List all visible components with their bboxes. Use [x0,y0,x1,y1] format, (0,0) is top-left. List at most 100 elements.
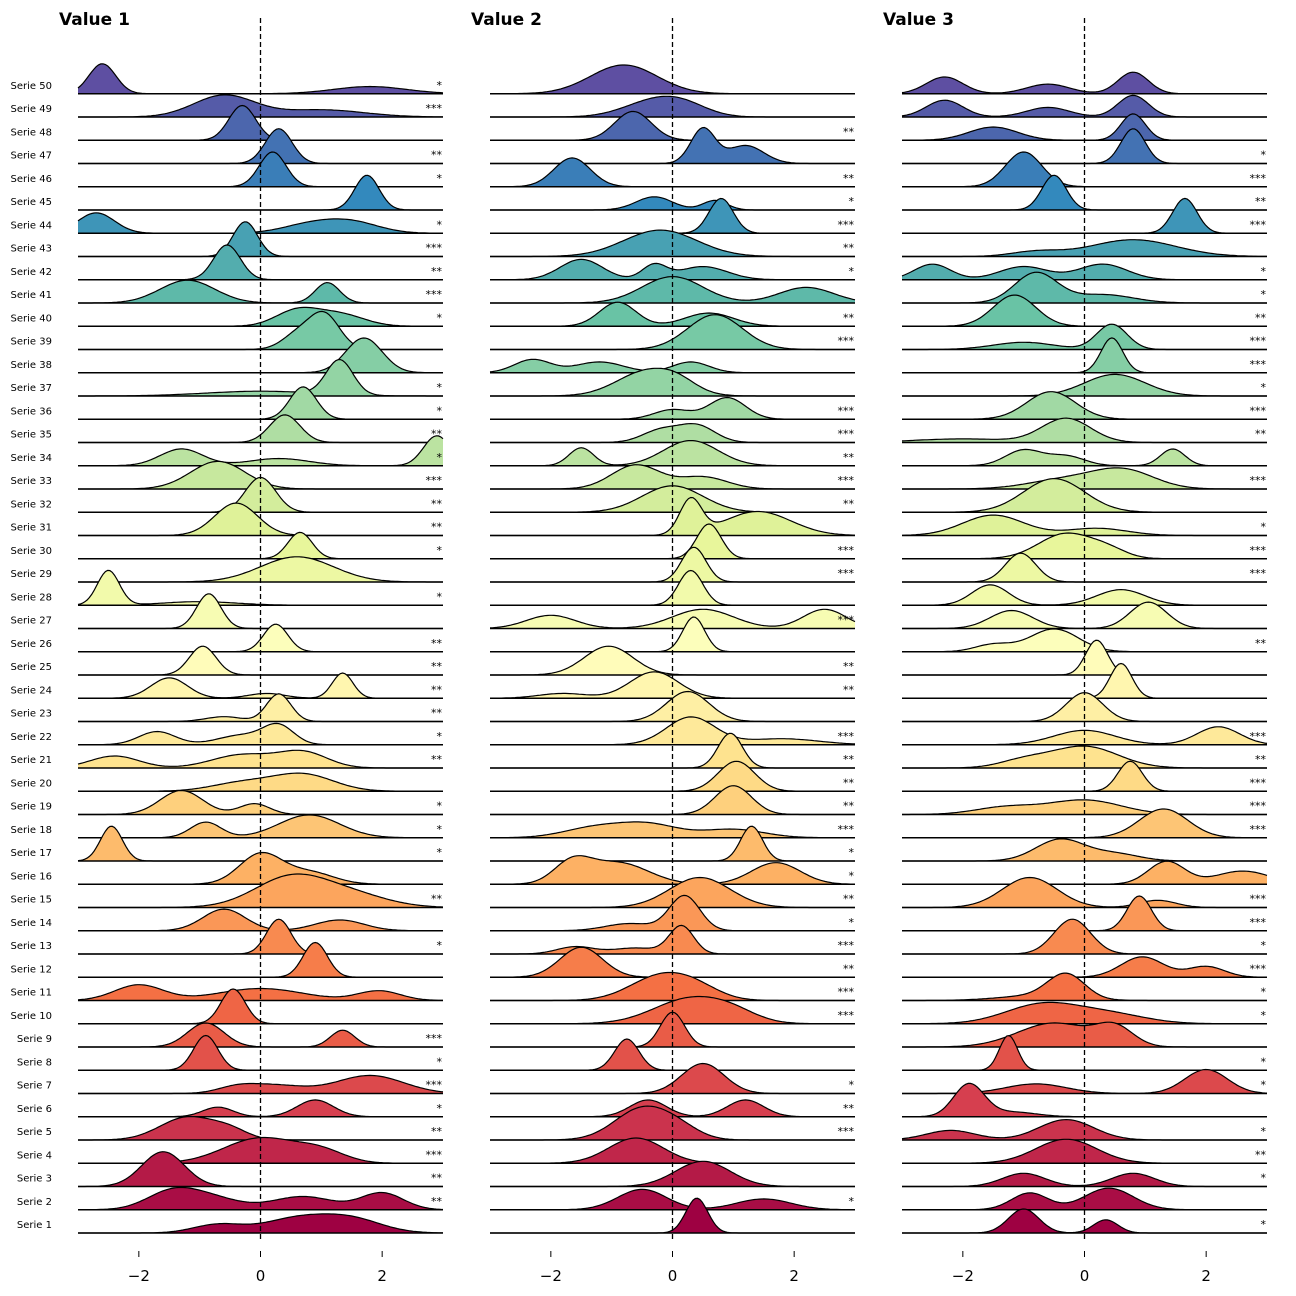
series-label: Serie 34 [11,453,52,464]
significance-stars: * [1261,1125,1267,1138]
significance-stars: *** [1250,218,1267,231]
ridge-line [77,212,443,234]
significance-stars: ** [843,753,855,766]
ridge-fill [902,1173,1267,1187]
significance-stars: *** [1250,800,1267,813]
significance-stars: ** [431,753,443,766]
series-label: Serie 19 [11,802,52,813]
significance-stars: *** [1250,776,1267,789]
significance-stars: * [437,451,443,464]
ridge-line [78,1115,443,1141]
significance-stars: ** [843,800,855,813]
ridge-fill [490,397,855,420]
significance-stars: *** [1250,567,1267,580]
significance-stars: *** [426,474,443,487]
ridge-fill [902,877,1267,908]
ridge-fill [490,65,855,94]
ridge-fill [902,72,1267,94]
series-label: Serie 44 [11,220,52,231]
significance-stars: ** [431,428,443,441]
ridge-fill [902,374,1267,396]
significance-stars: * [1261,1055,1267,1068]
significance-stars: ** [1255,637,1267,650]
ridge-fill [902,809,1267,838]
significance-stars: ** [431,521,443,534]
significance-stars: ** [843,776,855,789]
significance-stars: * [437,800,443,813]
series-label: Serie 2 [17,1197,52,1208]
ridge-fill [902,264,1267,280]
series-label: Serie 8 [17,1057,52,1068]
series-label: Serie 32 [11,499,52,510]
ridge-fill [78,750,443,768]
ridge-fill [78,307,443,327]
significance-stars: *** [838,404,855,417]
significance-stars: * [437,823,443,836]
significance-stars: *** [1250,172,1267,185]
ridge-fill [902,95,1267,117]
ridge-fill [78,212,443,234]
significance-stars: *** [426,288,443,301]
significance-stars: *** [1250,893,1267,906]
significance-stars: ** [431,149,443,162]
significance-stars: *** [426,242,443,255]
significance-stars: * [849,1079,855,1092]
series-label: Serie 48 [11,127,52,138]
series-label: Serie 49 [11,104,52,115]
x-tick-label: 2 [789,1267,799,1285]
significance-stars: ** [843,172,855,185]
ridge-fill [78,152,443,187]
significance-stars: ** [843,893,855,906]
ridge-fill [78,63,443,94]
significance-stars: ** [843,962,855,975]
ridge-fill [902,726,1267,745]
significance-stars: ** [843,683,855,696]
ridge-fill [490,423,855,443]
significance-stars: *** [838,428,855,441]
ridge-fill [902,919,1267,954]
significance-stars: * [849,916,855,929]
significance-stars: * [437,1055,443,1068]
series-label: Serie 38 [11,360,52,371]
ridge-fill [78,280,443,303]
significance-stars: *** [1250,544,1267,557]
series-label: Serie 3 [17,1174,52,1185]
significance-stars: ** [431,683,443,696]
ridge-fill [902,478,1267,513]
x-tick-label: −2 [952,1267,974,1285]
ridge-line [489,608,856,629]
x-tick-label: 0 [256,1267,266,1285]
ridge-fill [490,826,855,861]
significance-stars: *** [1250,335,1267,348]
significance-stars: * [1261,1218,1267,1231]
ridge-fill [902,324,1267,350]
significance-stars: *** [838,823,855,836]
significance-stars: *** [426,102,443,115]
panel-3: Value 3*********************************… [883,10,1268,1285]
ridge-fill [902,1083,1267,1117]
series-label: Serie 29 [11,569,52,580]
significance-stars: * [849,1195,855,1208]
significance-stars: *** [1250,730,1267,743]
panel-title: Value 3 [883,10,954,30]
ridge-fill [490,947,855,978]
series-label: Serie 37 [11,383,52,394]
significance-stars: * [849,195,855,208]
ridge-fill [78,1151,443,1187]
significance-stars: ** [431,637,443,650]
series-label: Serie 25 [11,662,52,673]
significance-stars: ** [843,451,855,464]
series-label: Serie 10 [11,1011,52,1022]
significance-stars: * [1261,149,1267,162]
series-label: Serie 46 [11,174,52,185]
series-label: Serie 35 [11,430,52,441]
significance-stars: * [437,846,443,859]
series-label: Serie 23 [11,709,52,720]
ridge-fill [490,761,855,792]
ridge-fill [490,1063,855,1094]
series-label: Serie 47 [11,151,52,162]
ridge-fill [490,855,855,885]
significance-stars: ** [843,497,855,510]
ridge-fill [490,276,855,303]
ridge-fill [78,984,443,1001]
